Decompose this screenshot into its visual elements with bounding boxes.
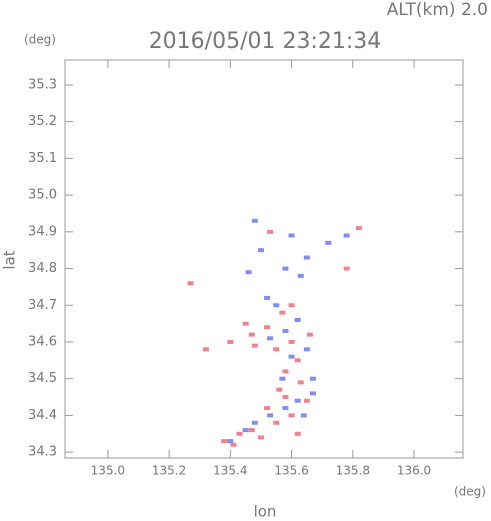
data-point bbox=[282, 395, 289, 400]
data-point bbox=[202, 347, 209, 352]
y-tick-label: 35.3 bbox=[28, 77, 57, 92]
y-tick-label: 34.8 bbox=[28, 261, 57, 276]
x-tick-label: 136.0 bbox=[397, 464, 431, 478]
data-point bbox=[309, 376, 316, 381]
data-point bbox=[303, 347, 310, 352]
data-point bbox=[251, 420, 258, 425]
data-point bbox=[297, 380, 304, 385]
data-point bbox=[273, 420, 280, 425]
data-point bbox=[300, 413, 307, 418]
data-point bbox=[221, 439, 228, 444]
data-point bbox=[294, 317, 301, 322]
y-tick-label: 34.7 bbox=[28, 298, 57, 313]
y-axis-label: lat bbox=[1, 250, 19, 269]
x-tick-label: 135.4 bbox=[213, 464, 247, 478]
x-axis-label: lon bbox=[254, 503, 277, 521]
data-point bbox=[288, 354, 295, 359]
data-point bbox=[297, 273, 304, 278]
data-point bbox=[303, 398, 310, 403]
data-point bbox=[236, 431, 243, 436]
data-point bbox=[276, 387, 283, 392]
x-tick-label: 135.2 bbox=[152, 464, 186, 478]
data-point bbox=[294, 358, 301, 363]
y-unit: (deg) bbox=[24, 33, 56, 47]
data-point bbox=[251, 343, 258, 348]
data-point bbox=[306, 332, 313, 337]
data-point bbox=[288, 339, 295, 344]
data-point bbox=[257, 248, 264, 253]
data-point bbox=[267, 413, 274, 418]
data-point bbox=[343, 233, 350, 238]
data-point bbox=[248, 332, 255, 337]
data-point bbox=[294, 398, 301, 403]
data-point bbox=[248, 428, 255, 433]
y-tick-label: 35.2 bbox=[28, 114, 57, 129]
data-point bbox=[264, 325, 271, 330]
data-point bbox=[279, 310, 286, 315]
data-point bbox=[355, 226, 362, 231]
data-point bbox=[264, 406, 271, 411]
data-point bbox=[267, 229, 274, 234]
data-point bbox=[227, 439, 234, 444]
data-point bbox=[267, 336, 274, 341]
data-point bbox=[282, 369, 289, 374]
data-point bbox=[309, 391, 316, 396]
x-unit: (deg) bbox=[454, 485, 486, 499]
data-point bbox=[303, 255, 310, 260]
data-point bbox=[294, 431, 301, 436]
y-tick-label: 34.4 bbox=[28, 408, 57, 423]
x-tick-label: 135.0 bbox=[91, 464, 125, 478]
data-point bbox=[230, 442, 237, 447]
data-point bbox=[282, 266, 289, 271]
y-tick-label: 34.3 bbox=[28, 445, 57, 460]
data-point bbox=[343, 266, 350, 271]
data-point bbox=[245, 270, 252, 275]
data-point bbox=[251, 218, 258, 223]
plot-frame bbox=[64, 59, 464, 459]
y-tick-label: 35.1 bbox=[28, 151, 57, 166]
data-point bbox=[242, 428, 249, 433]
data-point bbox=[282, 406, 289, 411]
data-point bbox=[288, 413, 295, 418]
y-tick-label: 34.5 bbox=[28, 371, 57, 386]
data-point bbox=[279, 376, 286, 381]
data-point bbox=[273, 347, 280, 352]
data-point bbox=[264, 295, 271, 300]
x-tick-label: 135.8 bbox=[336, 464, 370, 478]
data-point bbox=[242, 321, 249, 326]
y-tick-label: 34.9 bbox=[28, 224, 57, 239]
y-tick-label: 35.0 bbox=[28, 188, 57, 203]
data-point bbox=[257, 435, 264, 440]
data-point bbox=[227, 339, 234, 344]
chart-subtitle: ALT(km) 2.0 bbox=[387, 0, 488, 20]
data-point bbox=[288, 233, 295, 238]
data-point bbox=[273, 303, 280, 308]
data-point bbox=[282, 328, 289, 333]
data-point bbox=[187, 281, 194, 286]
data-point bbox=[288, 303, 295, 308]
y-tick-label: 34.6 bbox=[28, 334, 57, 349]
chart-title: 2016/05/01 23:21:34 bbox=[149, 29, 382, 54]
data-point bbox=[325, 240, 332, 245]
x-tick-label: 135.6 bbox=[274, 464, 308, 478]
